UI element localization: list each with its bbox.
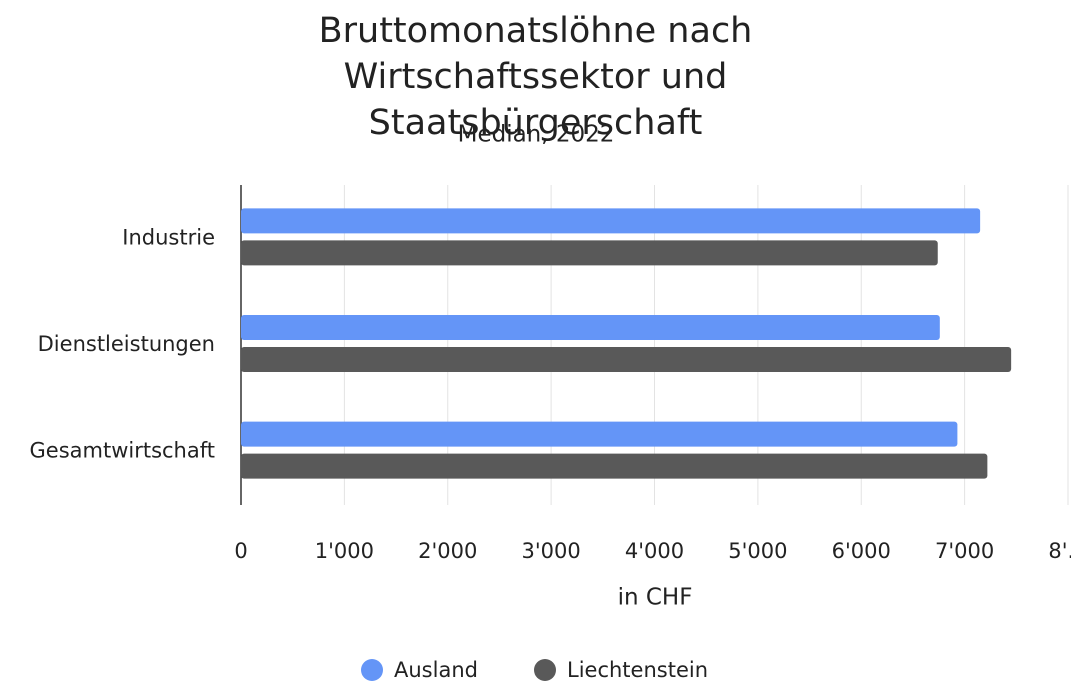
bar <box>241 453 988 479</box>
x-tick-label: 3'000 <box>522 539 581 563</box>
x-tick-label: 0 <box>234 539 247 563</box>
chart-title: Bruttomonatslöhne nach Wirtschaftssektor… <box>318 11 753 143</box>
y-tick-label: Dienstleistungen <box>38 332 215 356</box>
legend-swatch <box>361 659 383 681</box>
legend-label: Ausland <box>394 658 478 682</box>
bar <box>241 208 981 234</box>
x-tick-label: 8'... <box>1048 539 1071 563</box>
x-tick-label: 5'000 <box>728 539 787 563</box>
x-tick-label: 6'000 <box>832 539 891 563</box>
x-axis-label: in CHF <box>618 585 693 611</box>
x-tick-label: 2'000 <box>418 539 477 563</box>
bar <box>241 315 940 340</box>
legend-swatch <box>534 659 556 681</box>
x-tick-label: 1'000 <box>315 539 374 563</box>
bar <box>241 240 938 266</box>
y-tick-label: Gesamtwirtschaft <box>30 439 216 463</box>
x-tick-label: 4'000 <box>625 539 684 563</box>
y-tick-label: Industrie <box>122 225 215 249</box>
bar <box>241 347 1012 372</box>
chart-subtitle: Median, 2022 <box>458 122 615 148</box>
x-tick-label: 7'000 <box>935 539 994 563</box>
bar <box>241 421 958 447</box>
legend-label: Liechtenstein <box>567 658 708 682</box>
